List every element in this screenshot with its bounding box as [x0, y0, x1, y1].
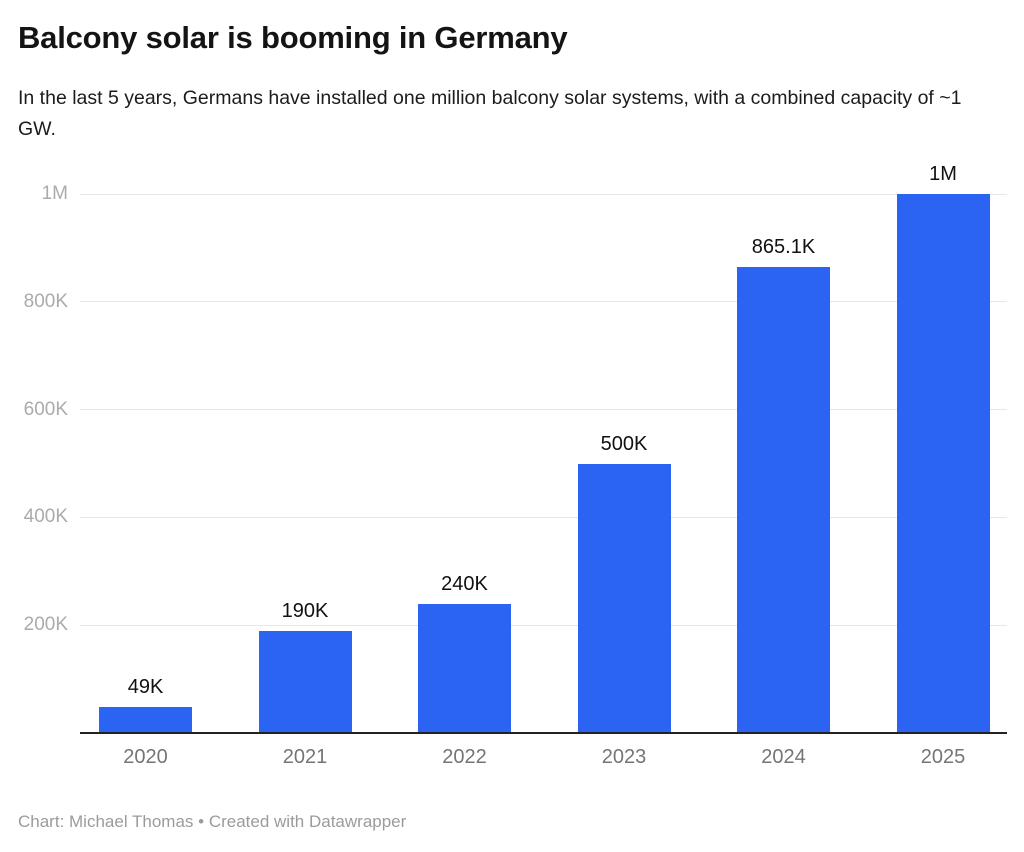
gridline-800K [80, 301, 1007, 303]
y-axis-label-800K: 800K [23, 290, 68, 312]
x-axis-label-2021: 2021 [282, 746, 328, 768]
bar-value-label-2023: 500K [600, 432, 648, 455]
bar-2024[interactable] [737, 266, 830, 733]
bar-value-label-2022: 240K [441, 572, 488, 595]
x-axis-label-2023: 2023 [601, 746, 647, 768]
bar-value-label-2024: 865.1K [751, 235, 816, 258]
y-axis-label-1M: 1M [41, 183, 68, 204]
chart-credit: Chart: Michael Thomas • Created with Dat… [18, 812, 407, 831]
bar-2023[interactable] [577, 463, 671, 733]
gridline-400K [80, 516, 1007, 518]
x-axis-line [80, 732, 1007, 734]
bar-2025[interactable] [896, 194, 990, 733]
gridline-1M [80, 193, 1007, 195]
x-axis-label-2024: 2024 [761, 746, 806, 768]
y-axis-label-200K: 200K [23, 614, 68, 636]
y-axis-label-600K: 600K [23, 398, 68, 420]
chart-title: Balcony solar is booming in Germany [18, 20, 568, 55]
x-axis-label-2025: 2025 [920, 746, 966, 768]
bar-2022[interactable] [418, 603, 511, 733]
gridline-200K [80, 624, 1007, 626]
bar-value-label-2025: 1M [929, 163, 957, 185]
chart-subtitle: In the last 5 years, Germans have instal… [18, 87, 962, 140]
bar-value-label-2021: 190K [281, 599, 329, 622]
y-axis-label-400K: 400K [23, 506, 68, 528]
bar-value-label-2020: 49K [127, 675, 164, 698]
bar-2021[interactable] [258, 630, 352, 733]
gridline-600K [80, 409, 1007, 411]
x-axis-label-2022: 2022 [442, 746, 487, 768]
x-axis-label-2020: 2020 [123, 746, 168, 768]
bar-2020[interactable] [99, 706, 192, 733]
